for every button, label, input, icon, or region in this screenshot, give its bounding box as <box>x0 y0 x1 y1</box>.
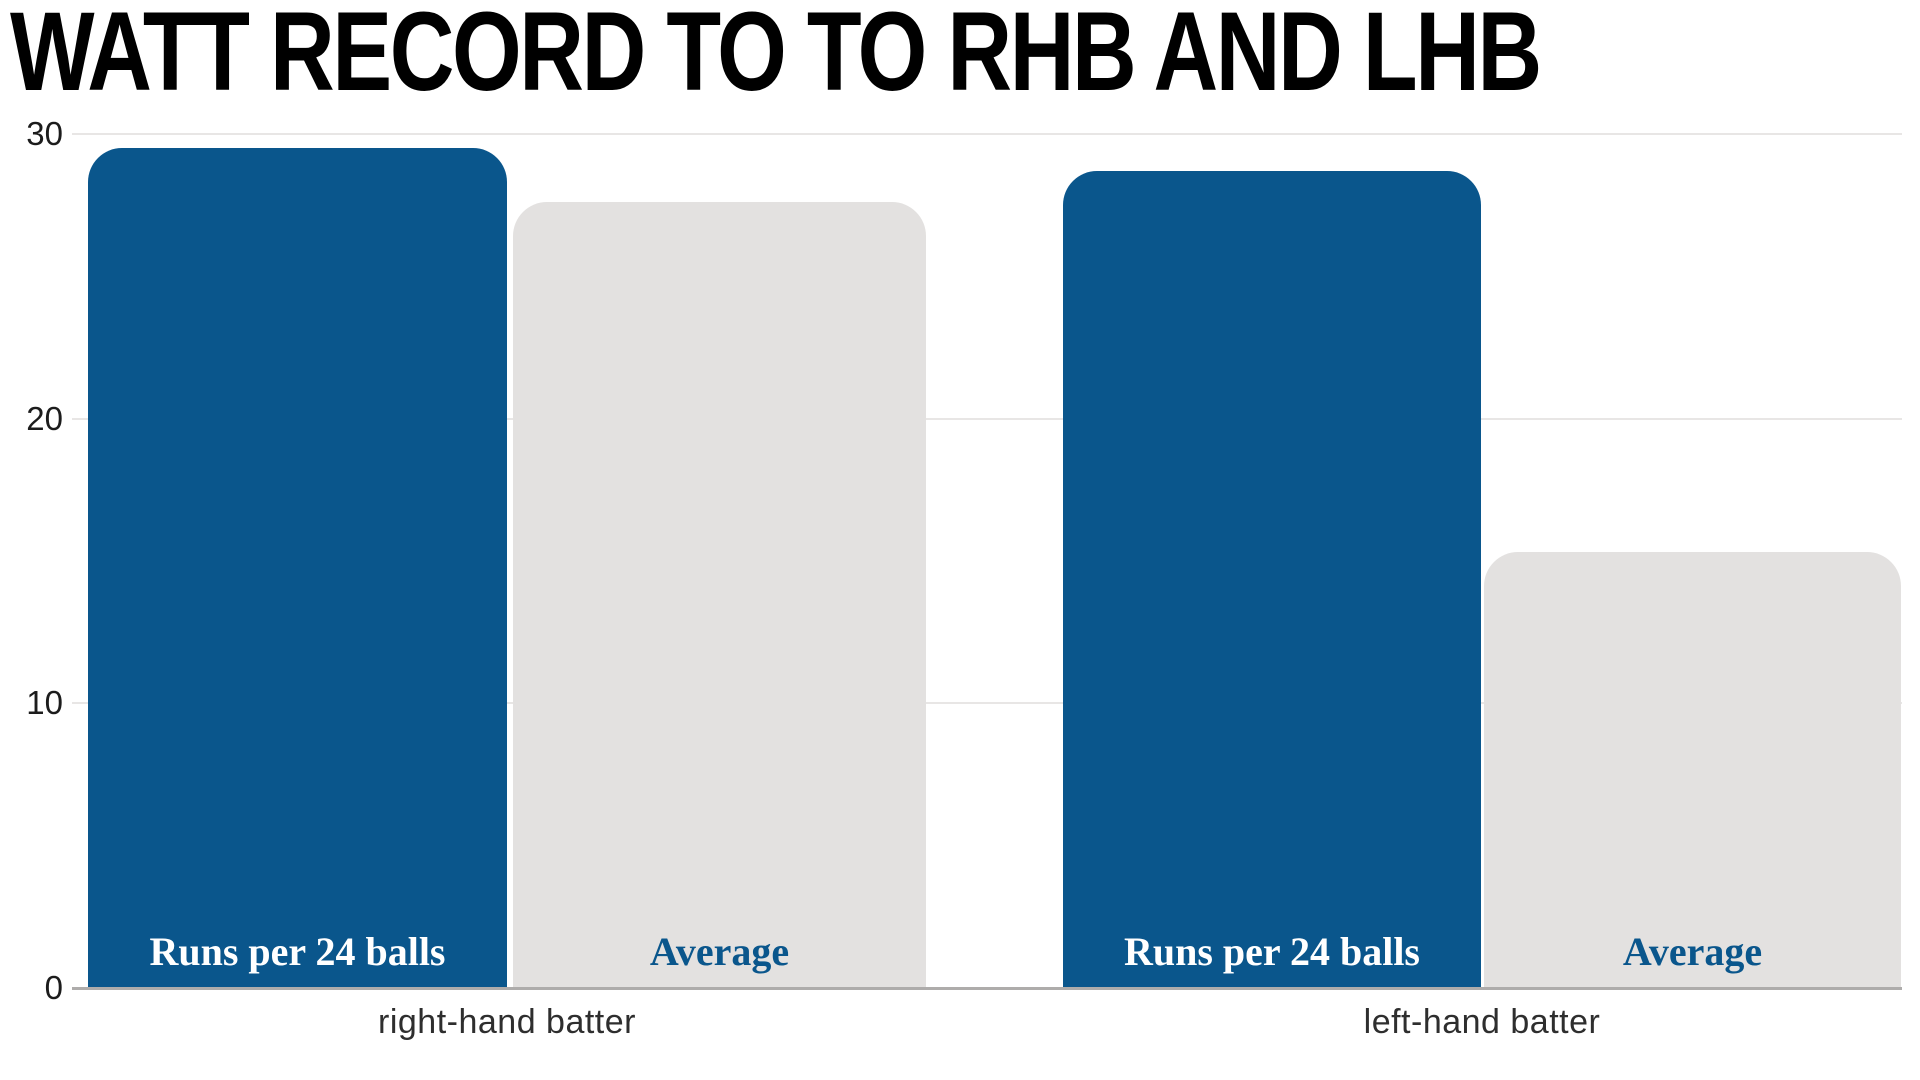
chart-title: WATT RECORD TO TO RHB AND LHB <box>10 0 1542 114</box>
y-tick-label-0: 0 <box>44 969 63 1006</box>
y-tick-label-10: 10 <box>26 684 63 722</box>
x-axis-line <box>72 987 1902 990</box>
y-tick-label-20: 20 <box>26 399 63 437</box>
bar-label-runs-per-24-balls: Runs per 24 balls <box>149 928 446 974</box>
x-axis-label-left-hand-batter: left-hand batter <box>1363 1003 1601 1041</box>
x-axis-label-right-hand-batter: right-hand batter <box>378 1003 636 1041</box>
y-tick-label-30: 30 <box>26 115 63 152</box>
bar-average-left-hand-batter: Average <box>1484 552 1901 988</box>
bar-label-average: Average <box>1622 928 1763 974</box>
gridline-10 <box>72 702 1902 705</box>
bar-runs-per-24-balls-left-hand-batter: Runs per 24 balls <box>1063 171 1481 988</box>
bar-label-average: Average <box>649 928 790 974</box>
bar-average-right-hand-batter: Average <box>513 202 926 988</box>
gridline-20 <box>72 417 1902 420</box>
bar-runs-per-24-balls-right-hand-batter: Runs per 24 balls <box>88 148 507 988</box>
gridline-30 <box>72 133 1902 135</box>
bar-label-runs-per-24-balls: Runs per 24 balls <box>1123 928 1420 974</box>
